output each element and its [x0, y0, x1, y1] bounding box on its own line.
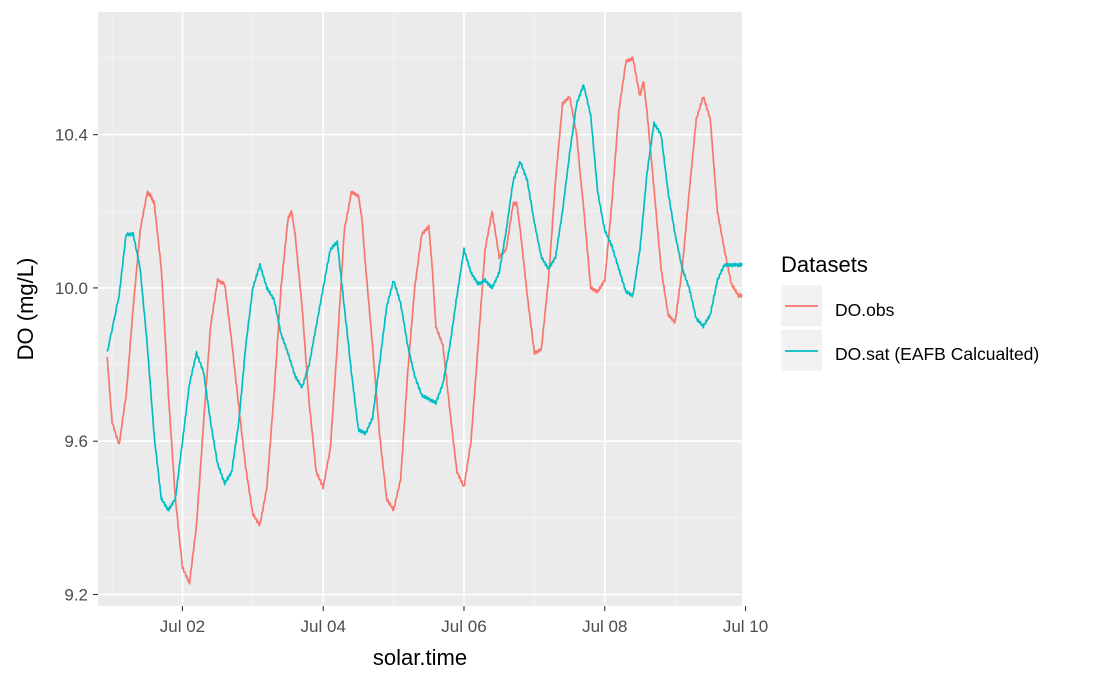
major-gridlines — [98, 12, 747, 606]
axis-tick-labels: Jul 02 Jul 04 Jul 06 Jul 08 Jul 10 9.2 9.6 10.0… — [55, 126, 768, 636]
x-axis-title: solar.time — [373, 645, 467, 670]
x-tick-label: Jul 08 — [582, 617, 627, 636]
series-line-do-sat — [106, 84, 743, 512]
y-tick-label: 9.2 — [64, 586, 88, 605]
x-tick-label: Jul 02 — [160, 617, 205, 636]
legend-title: Datasets — [781, 252, 868, 277]
x-tick-label: Jul 06 — [441, 617, 486, 636]
y-tick-label: 10.0 — [55, 279, 88, 298]
y-axis-title: DO (mg/L) — [13, 258, 38, 361]
legend-label-do-obs: DO.obs — [835, 300, 895, 320]
y-tick-label: 9.6 — [64, 432, 88, 451]
x-tick-label: Jul 10 — [723, 617, 768, 636]
x-tick-label: Jul 04 — [301, 617, 346, 636]
legend: Datasets DO.obs DO.sat (EAFB Calcualted) — [781, 252, 1039, 371]
panel-background — [98, 12, 742, 606]
y-tick-label: 10.4 — [55, 126, 88, 145]
minor-gridlines — [98, 12, 742, 606]
series-lines — [106, 56, 743, 585]
series-line-do-obs — [106, 56, 743, 585]
legend-label-do-sat: DO.sat (EAFB Calcualted) — [835, 344, 1039, 364]
axis-ticks — [93, 134, 747, 611]
